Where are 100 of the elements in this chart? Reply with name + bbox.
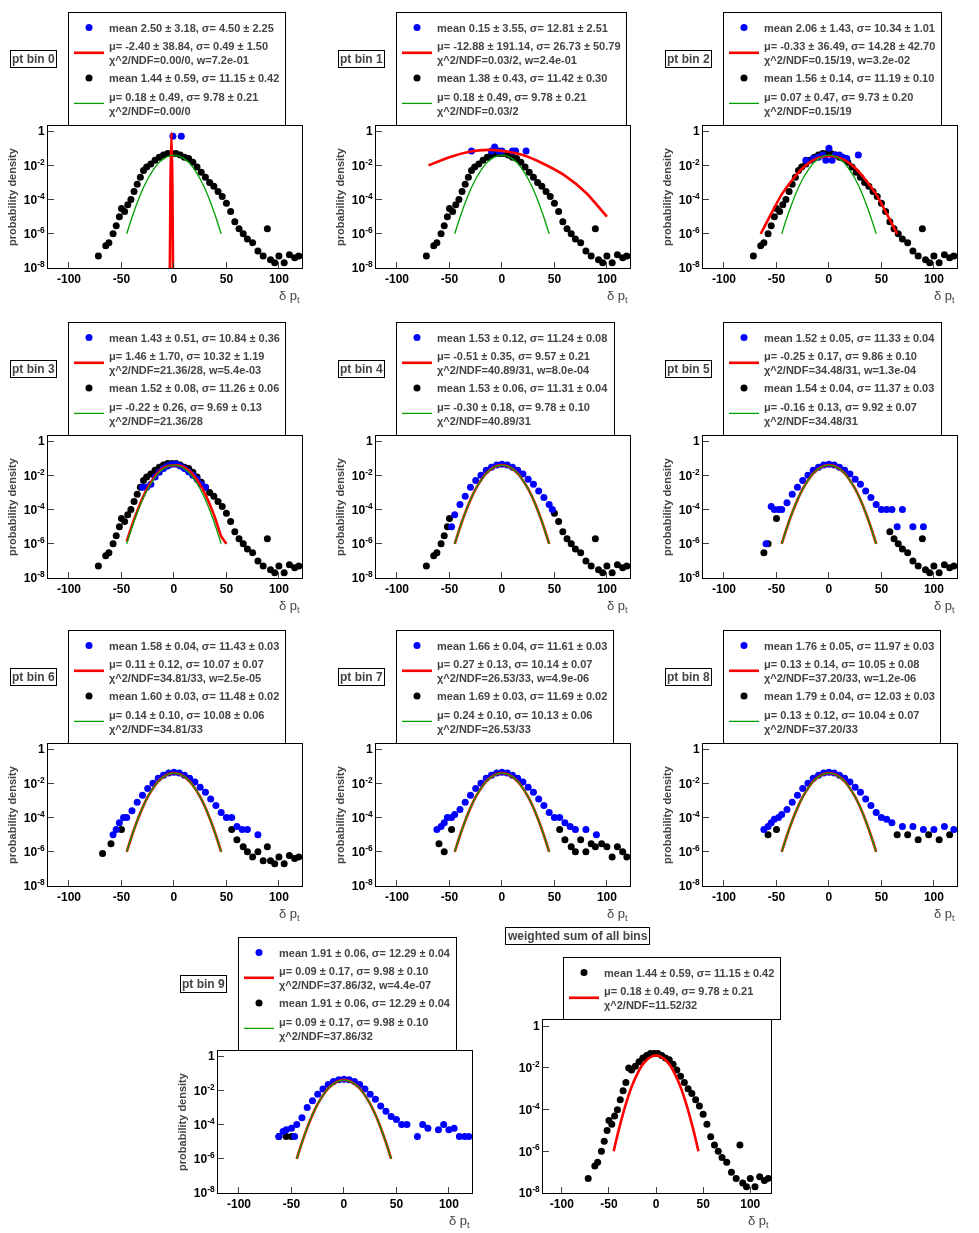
y-tick-label: 10$^{-4}$ [678, 500, 700, 517]
y-tick-label: 10$^{-6}$ [23, 224, 45, 241]
legend-label: mean 1.91 ± 0.06, σ= 12.29 ± 0.04 [279, 946, 451, 959]
y-tick-label: 10$^{-2}$ [23, 774, 45, 791]
legend-label: μ= 0.07 ± 0.47, σ= 9.73 ± 0.20 χ^2/NDF=0.15/19 [764, 90, 914, 117]
y-tick-label: 10$^{-8}$ [23, 877, 45, 894]
y-tick-label: 10$^{-8}$ [23, 259, 45, 276]
y-tick-label: 10$^{-4}$ [23, 190, 45, 207]
y-tick-label: 10$^{-6}$ [351, 534, 373, 551]
y-tick-label: 10$^{-2}$ [678, 466, 700, 483]
x-axis-title: δ p$_{t}$ [279, 288, 301, 305]
y-tick-label: 10$^{-8}$ [193, 1184, 215, 1201]
y-tick-label: 1 [207, 1049, 215, 1064]
legend-label: mean 1.60 ± 0.03, σ= 11.48 ± 0.02 [109, 690, 280, 703]
y-tick-label: 10$^{-4}$ [678, 190, 700, 207]
x-axis-title: δ p$_{t}$ [607, 598, 629, 615]
y-tick-label: 10$^{-4}$ [351, 500, 373, 517]
legend-label: mean 1.38 ± 0.43, σ= 11.42 ± 0.30 [437, 72, 608, 85]
x-tick-label: 100 [268, 890, 290, 905]
legend-label: mean 1.53 ± 0.06, σ= 11.31 ± 0.04 [437, 382, 609, 395]
chart-title: pt bin 9 [182, 977, 225, 991]
y-tick-label: 10$^{-2}$ [351, 466, 373, 483]
legend-label: mean 2.06 ± 1.43, σ= 10.34 ± 1.01 [764, 21, 935, 34]
legend-label: μ= 0.09 ± 0.17, σ= 9.98 ± 0.10 χ^2/NDF=37.86/32 [279, 1015, 429, 1042]
x-tick-label: -50 [767, 582, 786, 597]
legend-label: mean 1.44 ± 0.59, σ= 11.15 ± 0.42 [604, 966, 775, 979]
y-tick-label: 1 [532, 1019, 540, 1034]
legend-label: mean 1.53 ± 0.12, σ= 11.24 ± 0.08 [437, 331, 608, 344]
legend-label: mean 1.58 ± 0.04, σ= 11.43 ± 0.03 [109, 639, 280, 652]
x-tick-label: 100 [596, 272, 618, 287]
y-tick-label: 10$^{-2}$ [678, 774, 700, 791]
y-axis-title: probability density [6, 765, 19, 864]
y-tick-label: 1 [365, 124, 373, 139]
x-tick-label: 0 [825, 582, 833, 597]
x-tick-label: 0 [498, 890, 506, 905]
y-tick-label: 10$^{-6}$ [678, 534, 700, 551]
y-axis-title: probability density [6, 457, 19, 556]
y-axis-title: probability density [661, 765, 674, 864]
x-tick-label: 50 [874, 890, 889, 905]
x-tick-label: 50 [219, 890, 234, 905]
legend-label: mean 1.66 ± 0.04, σ= 11.61 ± 0.03 [437, 639, 608, 652]
x-axis-title: δ p$_{t}$ [279, 906, 301, 923]
legend-label: μ= -0.16 ± 0.13, σ= 9.92 ± 0.07 χ^2/NDF=34.48/31 [764, 400, 917, 427]
y-axis-title: probability density [334, 457, 347, 556]
legend-label: μ= 0.24 ± 0.10, σ= 10.13 ± 0.06 χ^2/NDF=26.53/33 [437, 708, 593, 735]
x-tick-label: -50 [112, 272, 131, 287]
chart-title: pt bin 6 [12, 670, 55, 684]
x-tick-label: -50 [440, 272, 459, 287]
x-tick-label: -100 [56, 890, 82, 905]
x-tick-label: -50 [112, 582, 131, 597]
legend-label: μ= 0.14 ± 0.10, σ= 10.08 ± 0.06 χ^2/NDF=34.81/33 [109, 708, 265, 735]
chart-title: pt bin 3 [12, 362, 55, 376]
legend-label: mean 1.91 ± 0.06, σ= 12.29 ± 0.04 [279, 997, 451, 1010]
x-tick-label: 50 [219, 582, 234, 597]
x-axis-title: δ p$_{t}$ [279, 598, 301, 615]
x-tick-label: -100 [56, 582, 82, 597]
y-tick-label: 10$^{-2}$ [193, 1081, 215, 1098]
legend-label: μ= -0.22 ± 0.26, σ= 9.69 ± 0.13 χ^2/NDF=21.36/28 [109, 400, 262, 427]
chart-title: pt bin 4 [340, 362, 383, 376]
x-tick-label: 100 [268, 272, 290, 287]
y-tick-label: 1 [37, 124, 45, 139]
x-tick-label: -100 [711, 582, 737, 597]
y-tick-label: 1 [692, 124, 700, 139]
y-tick-label: 10$^{-2}$ [23, 466, 45, 483]
x-tick-label: 100 [596, 582, 618, 597]
legend-label: mean 1.76 ± 0.05, σ= 11.97 ± 0.03 [764, 639, 935, 652]
legend-label: μ= 0.18 ± 0.49, σ= 9.78 ± 0.21 χ^2/NDF=0.03/2 [437, 90, 587, 117]
x-tick-label: -50 [282, 1197, 301, 1212]
y-tick-label: 10$^{-8}$ [351, 569, 373, 586]
y-tick-label: 10$^{-4}$ [518, 1100, 540, 1117]
y-tick-label: 10$^{-6}$ [678, 224, 700, 241]
y-axis-title: probability density [6, 147, 19, 246]
x-axis-title: δ p$_{t}$ [934, 906, 956, 923]
y-tick-label: 10$^{-6}$ [193, 1149, 215, 1166]
chart-title: pt bin 0 [12, 52, 55, 66]
x-tick-label: 50 [874, 582, 889, 597]
legend-label: μ= -0.30 ± 0.18, σ= 9.78 ± 0.10 χ^2/NDF=40.89/31 [437, 400, 590, 427]
x-tick-label: 0 [170, 272, 178, 287]
x-tick-label: 100 [923, 272, 945, 287]
x-tick-label: -100 [384, 582, 410, 597]
x-tick-label: 50 [389, 1197, 404, 1212]
chart-title: pt bin 7 [340, 670, 383, 684]
legend-label: mean 1.43 ± 0.51, σ= 10.84 ± 0.36 [109, 331, 280, 344]
chart-title: pt bin 1 [340, 52, 383, 66]
y-tick-label: 10$^{-2}$ [23, 156, 45, 173]
legend-label: mean 1.54 ± 0.04, σ= 11.37 ± 0.03 [764, 382, 935, 395]
y-tick-label: 10$^{-2}$ [678, 156, 700, 173]
y-tick-label: 10$^{-8}$ [23, 569, 45, 586]
x-tick-label: -50 [112, 890, 131, 905]
x-tick-label: -50 [767, 890, 786, 905]
x-tick-label: 100 [740, 1197, 761, 1212]
x-tick-label: -100 [384, 272, 410, 287]
y-tick-label: 10$^{-8}$ [351, 877, 373, 894]
y-tick-label: 10$^{-6}$ [23, 842, 45, 859]
y-axis-title: probability density [334, 147, 347, 246]
x-tick-label: -100 [549, 1197, 575, 1212]
x-tick-label: -100 [711, 890, 737, 905]
x-axis-title: δ p$_{t}$ [748, 1213, 770, 1230]
x-tick-label: -50 [440, 890, 459, 905]
legend-label: μ= 0.18 ± 0.49, σ= 9.78 ± 0.21 χ^2/NDF=0.00/0 [109, 90, 259, 117]
